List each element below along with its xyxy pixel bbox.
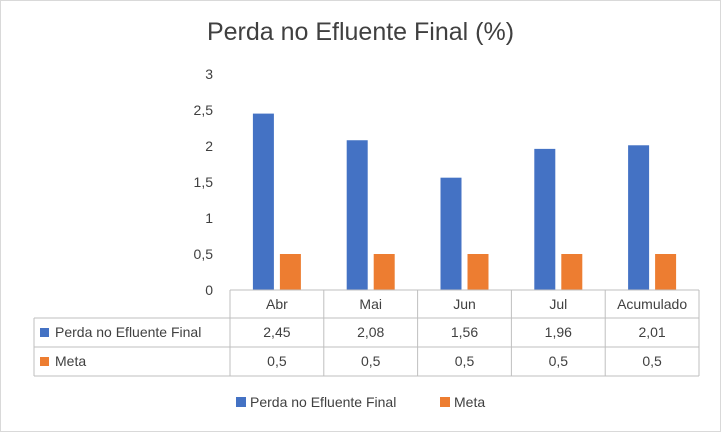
bar-perda-acumulado — [628, 145, 650, 290]
x-tick-label: Acumulado — [617, 296, 687, 312]
x-tick-label: Jul — [549, 296, 567, 312]
bars — [252, 113, 677, 290]
data-label: 2,01 — [638, 324, 665, 340]
x-tick-label: Jun — [453, 296, 476, 312]
legend-swatch — [440, 397, 450, 407]
y-axis: 0 0,5 1 1,5 2 2,5 3 — [194, 66, 214, 298]
table-series-label: Meta — [55, 353, 86, 369]
data-label: 0,5 — [549, 353, 569, 369]
legend: Perda no Efluente Final Meta — [236, 394, 485, 410]
chart-title: Perda no Efluente Final (%) — [206, 18, 515, 46]
legend-swatch — [236, 397, 246, 407]
table-legend-key — [40, 328, 49, 337]
data-label: 0,5 — [455, 353, 475, 369]
y-tick-label: 0 — [205, 282, 213, 298]
data-label: 0,5 — [267, 353, 287, 369]
data-table: Abr Mai Jun Jul Acumulado Perda no Efluente F… — [33, 289, 700, 377]
bar-perda-abr — [252, 113, 274, 290]
data-label: 1,56 — [451, 324, 478, 340]
y-tick-label: 1,5 — [194, 174, 214, 190]
bar-meta-jun — [467, 254, 489, 290]
data-label: 2,45 — [263, 324, 290, 340]
legend-label: Perda no Efluente Final — [250, 394, 396, 410]
table-legend-key — [40, 357, 49, 366]
bar-meta-jul — [561, 254, 583, 290]
data-label: 0,5 — [361, 353, 381, 369]
bar-perda-mai — [346, 140, 368, 290]
bar-meta-mai — [373, 254, 395, 290]
y-tick-label: 1 — [205, 210, 213, 226]
bar-meta-acumulado — [655, 254, 677, 290]
legend-label: Meta — [454, 394, 485, 410]
data-label: 0,5 — [642, 353, 662, 369]
y-tick-label: 0,5 — [194, 246, 214, 262]
bar-perda-jun — [440, 177, 462, 290]
data-label: 2,08 — [357, 324, 384, 340]
y-tick-label: 2,5 — [194, 102, 214, 118]
bar-meta-abr — [279, 254, 301, 290]
table-series-label: Perda no Efluente Final — [55, 324, 201, 340]
data-label: 1,96 — [545, 324, 572, 340]
x-tick-label: Abr — [266, 296, 288, 312]
y-tick-label: 2 — [205, 138, 213, 154]
y-tick-label: 3 — [205, 66, 213, 82]
bar-perda-jul — [534, 148, 556, 290]
x-tick-label: Mai — [359, 296, 382, 312]
